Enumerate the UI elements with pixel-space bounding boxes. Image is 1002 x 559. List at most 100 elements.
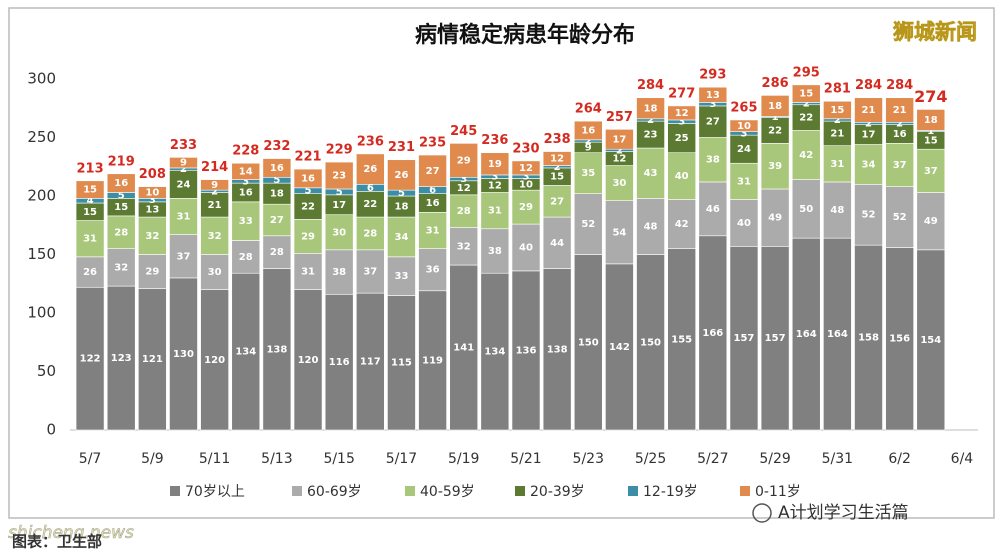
bar-segment	[854, 144, 883, 185]
total-label: 281	[824, 82, 851, 97]
y-tick-label: 50	[37, 362, 56, 380]
segment-label: 136	[516, 345, 537, 356]
segment-label: 54	[612, 227, 626, 238]
segment-label: 2	[896, 118, 903, 129]
segment-label: 12	[488, 180, 502, 191]
segment-label: 1	[772, 112, 779, 123]
segment-label: 2	[211, 186, 218, 197]
bar-segment	[449, 143, 479, 178]
bar-segment	[387, 216, 416, 258]
segment-label: 27	[550, 196, 564, 207]
segment-label: 19	[488, 159, 502, 170]
segment-label: 22	[768, 125, 782, 136]
x-tick-label: 6/4	[951, 451, 974, 467]
total-label: 284	[855, 78, 882, 93]
account-icon	[752, 503, 772, 523]
bar-segment	[698, 86, 728, 103]
legend-label: 70岁以上	[185, 484, 245, 500]
segment-label: 29	[301, 231, 315, 242]
bar-segment	[729, 119, 759, 132]
segment-label: 23	[644, 130, 658, 141]
segment-label: 43	[644, 168, 658, 179]
bar-segment	[511, 160, 541, 176]
segment-label: 156	[889, 334, 910, 345]
segment-label: 29	[457, 155, 471, 166]
bar-segment	[355, 191, 385, 218]
bar-segment	[355, 292, 385, 431]
segment-label: 115	[391, 358, 412, 369]
bar-segment	[573, 193, 603, 255]
segment-label: 28	[363, 228, 377, 239]
bar-segment	[200, 216, 229, 255]
segment-label: 16	[893, 129, 907, 140]
segment-label: 38	[332, 267, 346, 278]
segment-label: 9	[585, 142, 592, 153]
bar-segment	[791, 179, 821, 239]
segment-label: 21	[830, 128, 844, 139]
bar-segment	[542, 268, 572, 431]
total-label: 245	[450, 124, 477, 139]
y-tick-label: 150	[27, 245, 56, 263]
legend-label: 12-19岁	[643, 484, 698, 500]
segment-label: 44	[550, 238, 564, 249]
bar-segment	[698, 181, 728, 237]
total-label: 235	[419, 136, 446, 151]
segment-label: 16	[270, 163, 284, 174]
segment-label: 6	[429, 185, 436, 196]
segment-label: 120	[298, 355, 319, 366]
segment-label: 28	[114, 227, 128, 238]
bar-segment	[106, 248, 136, 287]
bar-segment	[729, 246, 759, 431]
bar-segment	[791, 237, 821, 431]
x-tick-label: 6/2	[888, 451, 911, 467]
x-tick-label: 5/9	[141, 451, 164, 467]
segment-label: 15	[924, 135, 938, 146]
segment-label: 121	[142, 354, 163, 365]
segment-label: 141	[453, 343, 474, 354]
segment-label: 28	[270, 247, 284, 258]
bar-segment	[418, 212, 447, 249]
segment-label: 15	[550, 172, 564, 183]
segment-label: 30	[612, 178, 626, 189]
legend-swatch	[405, 486, 415, 496]
segment-label: 31	[301, 266, 315, 277]
segment-label: 25	[675, 133, 689, 144]
segment-label: 12	[519, 163, 533, 174]
segment-label: 3	[149, 195, 156, 206]
legend-swatch	[628, 486, 638, 496]
segment-label: 2	[865, 118, 872, 129]
bar-segment	[418, 290, 447, 431]
bar-segment	[885, 247, 914, 431]
total-label: 221	[294, 150, 321, 165]
segment-label: 142	[609, 342, 630, 353]
bar-segment	[106, 285, 136, 431]
bar-segment	[324, 161, 354, 190]
bar-segment	[480, 228, 510, 274]
segment-label: 18	[394, 202, 408, 213]
segment-label: 31	[177, 211, 191, 222]
segment-label: 138	[547, 344, 568, 355]
segment-label: 3	[242, 176, 249, 187]
segment-label: 21	[893, 105, 907, 116]
segment-label: 2	[647, 115, 654, 126]
segment-label: 14	[239, 166, 253, 177]
bar-segment	[231, 272, 261, 431]
segment-label: 16	[114, 178, 128, 189]
source: 图表：卫生部	[12, 533, 102, 551]
bar-segment	[667, 199, 697, 249]
segment-label: 150	[640, 337, 661, 348]
segment-label: 38	[488, 246, 502, 257]
segment-label: 134	[235, 347, 256, 358]
segment-label: 5	[305, 186, 312, 197]
segment-label: 31	[830, 159, 844, 170]
segment-label: 5	[398, 188, 405, 199]
segment-label: 10	[145, 187, 159, 198]
segment-label: 2	[803, 99, 810, 110]
segment-label: 21	[208, 200, 222, 211]
bar-segment	[823, 145, 852, 183]
segment-label: 10	[737, 121, 751, 132]
legend-label: 20-39岁	[530, 484, 585, 500]
segment-label: 15	[114, 202, 128, 213]
segment-label: 13	[706, 90, 720, 101]
segment-label: 2	[585, 136, 592, 147]
